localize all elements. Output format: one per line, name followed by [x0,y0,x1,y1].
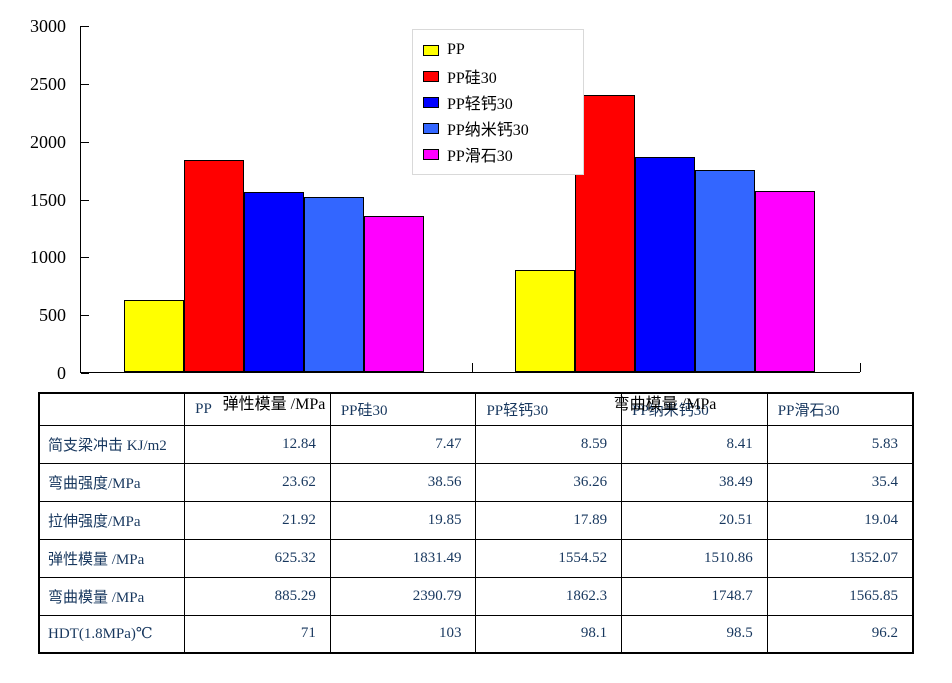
cell: 1554.52 [475,538,623,578]
table-row: 拉伸强度/MPa 21.92 19.85 17.89 20.51 19.04 [38,500,914,540]
y-tick-label: 3000 [30,16,66,36]
y-tick-mark [81,141,89,143]
cell: 12.84 [184,424,331,464]
plot-area [80,26,861,374]
cell: 38.56 [329,462,477,502]
bar-PP滑石30-弹性模量 /MPa [364,215,425,372]
col-header-pp-qinggai30: PP轻钙30 [475,392,623,426]
cell: 71 [184,614,331,654]
cell: 885.29 [184,576,331,616]
x-tick-mark [860,363,861,372]
row-label: 简支梁冲击 KJ/m2 [38,424,186,464]
bar-PP纳米钙30-弯曲模量 /MPa [695,169,756,372]
legend-item-pp-qinggai30: PP轻钙30 [423,89,573,115]
cell: 23.62 [184,462,331,502]
row-label: 弹性模量 /MPa [38,538,186,578]
legend-item-pp-nanomigai30: PP纳米钙30 [423,115,573,141]
col-header-pp: PP [184,392,331,426]
y-tick-mark [81,83,89,85]
y-tick-mark [81,373,89,374]
cell: 1831.49 [329,538,477,578]
col-header-pp-si30: PP硅30 [329,392,477,426]
cell: 2390.79 [329,576,477,616]
legend-swatch-pp-huashi30 [423,148,439,160]
cell: 1565.85 [766,576,914,616]
legend-item-pp: PP [423,37,573,63]
legend-label: PP滑石30 [447,148,513,165]
cell: 20.51 [621,500,768,540]
x-tick-mark [472,363,473,372]
cell: 1352.07 [766,538,914,578]
legend-label: PP轻钙30 [447,96,513,113]
cell: 19.04 [766,500,914,540]
y-tick-label: 1000 [30,247,66,268]
row-label: 弯曲强度/MPa [38,462,186,502]
bar-PP滑石30-弯曲模量 /MPa [755,190,816,372]
y-tick-mark [81,257,89,259]
legend-swatch-pp-nanomigai30 [423,122,439,134]
legend-swatch-pp-si30 [423,70,439,82]
row-label: 拉伸强度/MPa [38,500,186,540]
table-row: 弯曲模量 /MPa 885.29 2390.79 1862.3 1748.7 1… [38,576,914,616]
cell: 98.1 [475,614,623,654]
cell: 5.83 [766,424,914,464]
table-corner-cell [38,392,186,426]
y-tick-label: 2500 [30,73,66,94]
cell: 96.2 [766,614,914,654]
cell: 1510.86 [621,538,768,578]
cell: 103 [329,614,477,654]
cell: 21.92 [184,500,331,540]
bar-chart: 0 500 1000 1500 2000 2500 3000 弹性模量 /MPa 弯曲模量 … [30,16,861,413]
data-table: PP PP硅30 PP轻钙30 PP纳米钙30 PP滑石30 简支梁冲击 KJ/… [38,392,914,654]
legend-label: PP [447,41,465,58]
y-tick-label: 1500 [30,189,66,210]
legend-swatch-pp-qinggai30 [423,96,439,108]
cell: 98.5 [621,614,768,654]
cell: 7.47 [329,424,477,464]
bar-PP轻钙30-弹性模量 /MPa [244,192,305,372]
row-label: HDT(1.8MPa)℃ [38,614,186,654]
cell: 35.4 [766,462,914,502]
table-row: HDT(1.8MPa)℃ 71 103 98.1 98.5 96.2 [38,614,914,654]
bar-PP硅30-弯曲模量 /MPa [575,95,636,372]
chart-legend: PP PP硅30 PP轻钙30 PP纳米钙30 PP滑石30 [412,29,584,175]
legend-label: PP纳米钙30 [447,122,529,139]
cell: 8.59 [475,424,623,464]
legend-item-pp-huashi30: PP滑石30 [423,141,573,167]
y-tick-label: 500 [39,305,66,326]
bar-PP硅30-弹性模量 /MPa [184,160,245,372]
cell: 8.41 [621,424,768,464]
table-row: 简支梁冲击 KJ/m2 12.84 7.47 8.59 8.41 5.83 [38,424,914,464]
x-category-label-1: 弹性模量 /MPa [222,396,326,413]
bar-PP纳米钙30-弹性模量 /MPa [304,197,365,372]
table-row: 弹性模量 /MPa 625.32 1831.49 1554.52 1510.86… [38,538,914,578]
cell: 17.89 [475,500,623,540]
cell: 1862.3 [475,576,623,616]
legend-label: PP硅30 [447,70,497,87]
table-header-row: PP PP硅30 PP轻钙30 PP纳米钙30 PP滑石30 [38,392,914,426]
cell: 625.32 [184,538,331,578]
row-label: 弯曲模量 /MPa [38,576,186,616]
cell: 19.85 [329,500,477,540]
cell: 38.49 [621,462,768,502]
col-header-pp-huashi30: PP滑石30 [766,392,914,426]
legend-item-pp-si30: PP硅30 [423,63,573,89]
bar-PP轻钙30-弯曲模量 /MPa [635,156,696,372]
y-tick-mark [81,26,89,27]
y-tick-label: 0 [57,363,66,383]
y-tick-mark [81,315,89,317]
bar-PP-弯曲模量 /MPa [515,269,576,372]
y-tick-mark [81,199,89,201]
cell: 1748.7 [621,576,768,616]
cell: 36.26 [475,462,623,502]
legend-swatch-pp [423,44,439,56]
bar-PP-弹性模量 /MPa [124,299,185,372]
x-category-label-2: 弯曲模量 /MPa [613,396,717,413]
y-tick-label: 2000 [30,131,66,152]
table-row: 弯曲强度/MPa 23.62 38.56 36.26 38.49 35.4 [38,462,914,502]
